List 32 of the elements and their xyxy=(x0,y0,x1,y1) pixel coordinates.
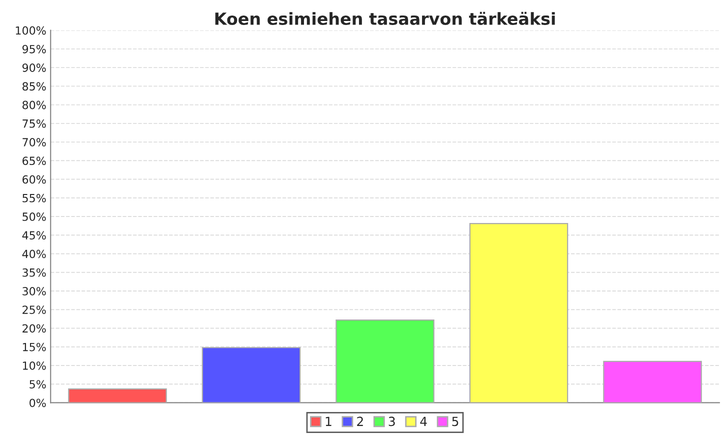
y-tick-label: 95% xyxy=(22,44,46,54)
y-tick-label: 15% xyxy=(22,342,46,352)
y-tick-label: 80% xyxy=(22,100,46,110)
legend-label: 3 xyxy=(388,416,395,426)
legend-label: 2 xyxy=(357,416,363,426)
legend-label: 4 xyxy=(420,416,427,426)
legend-label: 5 xyxy=(452,416,458,426)
y-tick-label: 0% xyxy=(30,398,46,408)
y-tick-label: 50% xyxy=(22,212,46,221)
bar xyxy=(336,320,434,403)
y-tick-label: 90% xyxy=(22,64,46,72)
y-tick-label: 75% xyxy=(22,119,46,128)
y-tick-label: 85% xyxy=(22,82,46,91)
y-tick-label: 30% xyxy=(22,286,46,296)
y-tick-label: 20% xyxy=(22,324,46,333)
y-tick-label: 10% xyxy=(22,361,46,370)
y-tick-label: 60% xyxy=(22,175,46,184)
bar xyxy=(469,223,568,403)
bar xyxy=(603,360,702,403)
y-tick-label: 45% xyxy=(22,231,46,240)
y-tick-label: 35% xyxy=(22,268,46,277)
y-tick-label: 5% xyxy=(30,380,46,388)
y-tick-label: 25% xyxy=(22,306,46,314)
y-tick-label: 55% xyxy=(22,194,46,202)
bar xyxy=(202,347,301,403)
chart-title: Koen esimiehen tasaarvon tärkeäksi xyxy=(215,12,555,26)
bar xyxy=(68,388,167,403)
y-tick-label: 65% xyxy=(22,156,46,166)
y-tick-label: 100% xyxy=(16,26,46,35)
y-tick-label: 70% xyxy=(22,138,46,146)
legend-label: 1 xyxy=(326,416,332,426)
y-tick-label: 40% xyxy=(22,250,46,258)
